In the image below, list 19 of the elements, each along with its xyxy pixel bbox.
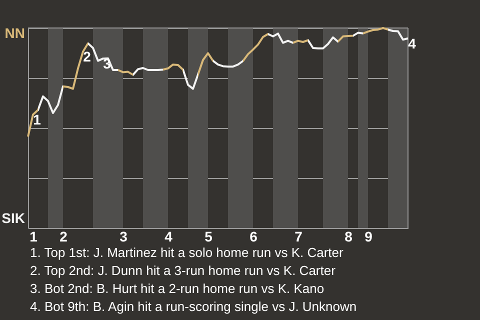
text: 4. Bot 9th: B. Agin hit a run-scoring single vs J. Unknown <box>30 299 357 314</box>
x-tick-label: 6 <box>250 228 258 244</box>
text: SIK <box>2 210 25 226</box>
text: 2. Top 2nd: J. Dunn hit a 3-run home run vs K. Carter <box>30 263 336 278</box>
text: NN <box>4 25 25 41</box>
text: 1. Top 1st: J. Martinez hit a solo home run vs K. Carter <box>30 245 344 260</box>
text: 3. Bot 2nd: B. Hurt hit a 2-run home run vs K. Kano <box>30 281 324 296</box>
annotation: 4 <box>408 35 416 52</box>
x-tick-label: 5 <box>204 228 213 244</box>
annotation: 2 <box>83 48 92 65</box>
x-tick-label: 8 <box>344 228 353 244</box>
x-tick-label: 9 <box>364 228 373 244</box>
annotation: 1 <box>33 112 42 128</box>
x-tick-label: 7 <box>294 228 303 244</box>
x-tick-label: 3 <box>120 228 128 244</box>
annotation: 3 <box>103 56 112 72</box>
x-tick-label: 4 <box>164 228 173 244</box>
x-tick-label: 1 <box>30 228 38 244</box>
x-tick-label: 2 <box>60 228 68 244</box>
